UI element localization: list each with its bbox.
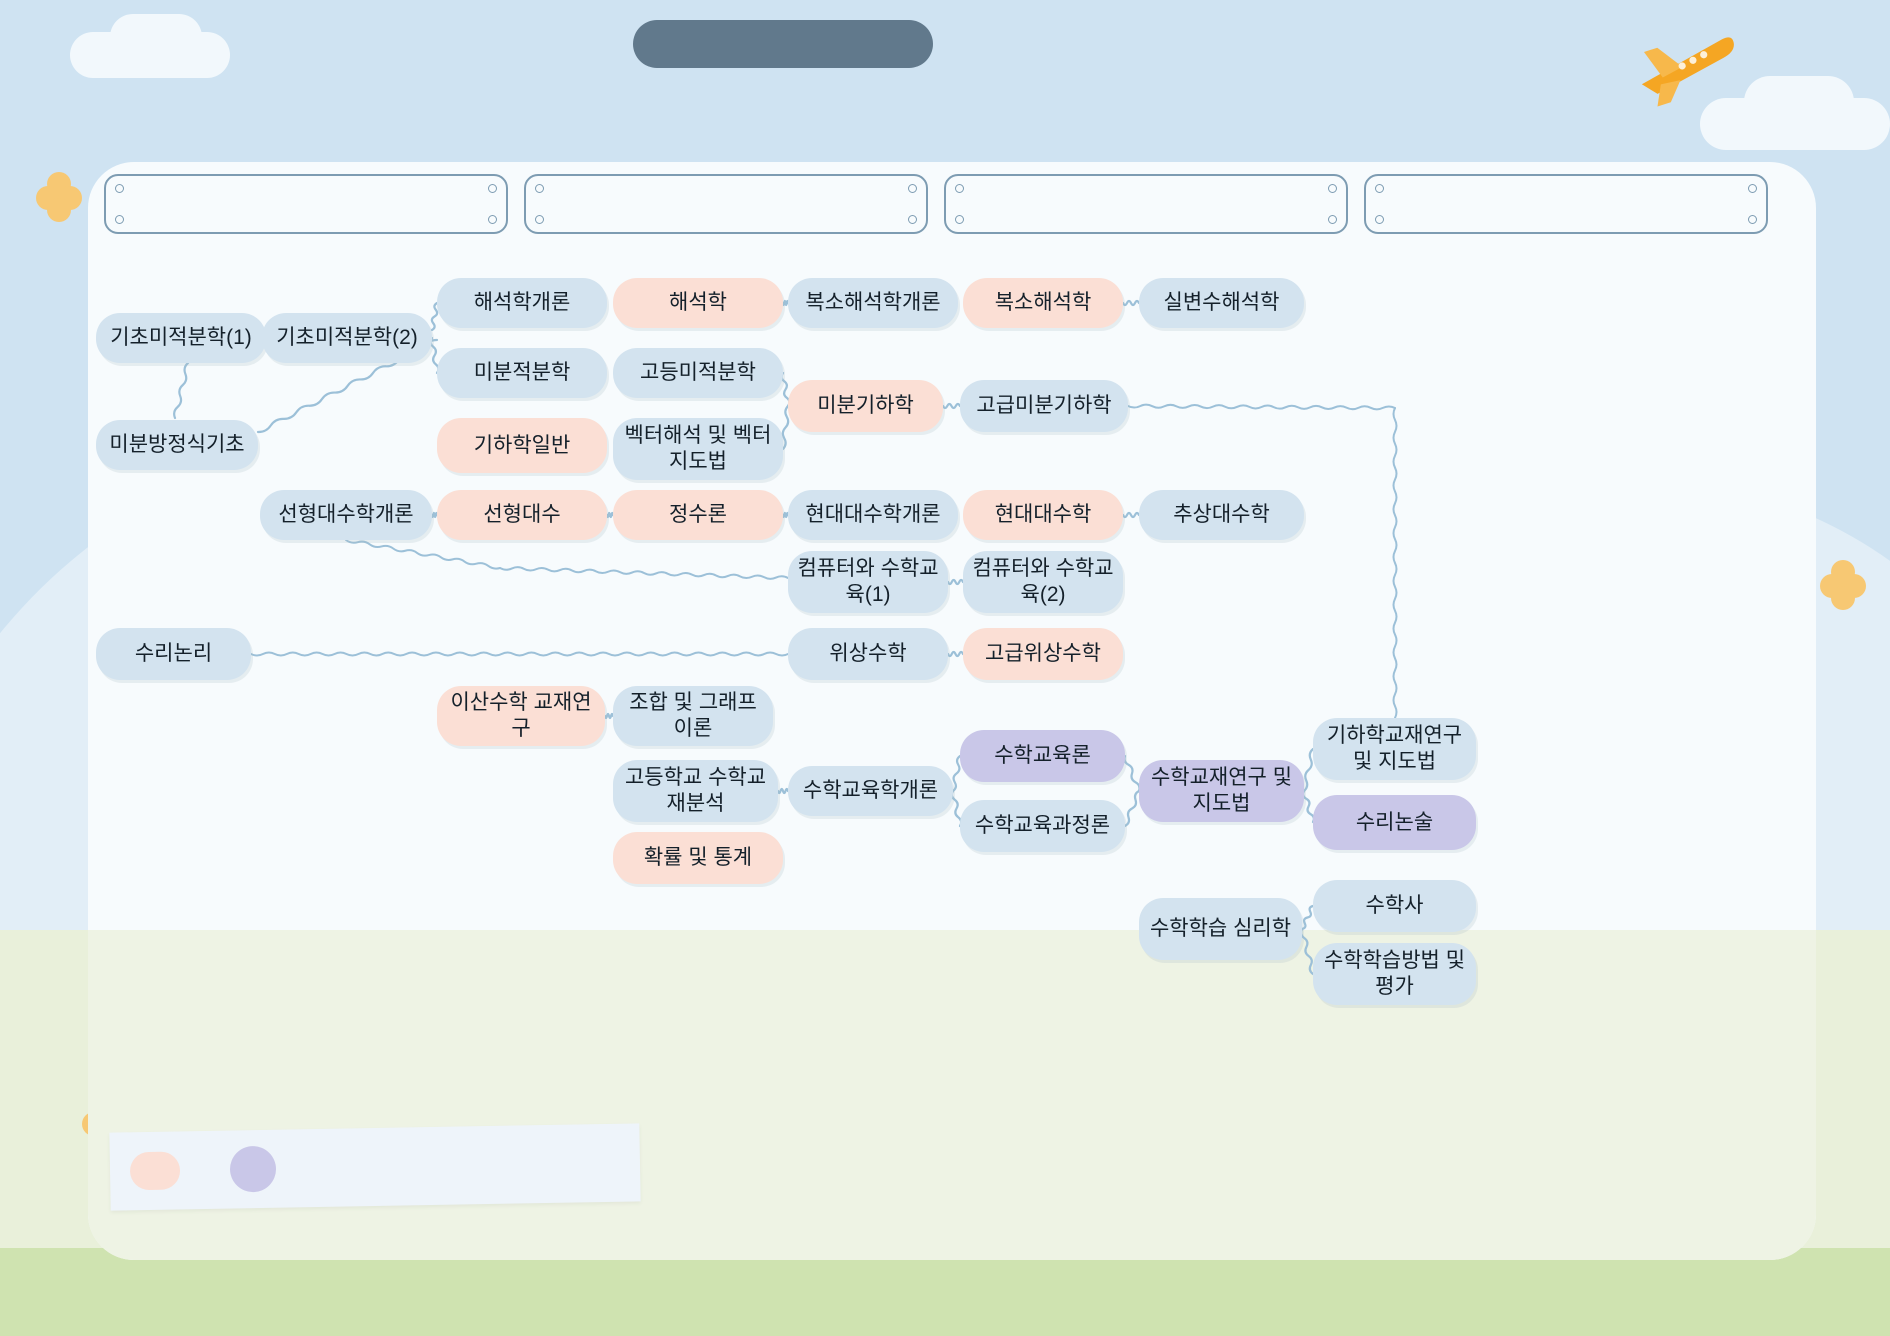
course-node-label: 수학사 (1365, 894, 1424, 918)
course-node-label: 실변수해석학 (1163, 291, 1280, 315)
course-node[interactable]: 선형대수 (437, 490, 607, 540)
course-node-label: 수학교재연구 및 지도법 (1150, 766, 1293, 815)
course-node-label: 수학학습방법 및 평가 (1323, 949, 1466, 998)
course-node[interactable]: 기초미적분학(1) (96, 313, 266, 363)
course-node[interactable]: 현대대수학개론 (788, 490, 958, 540)
course-node-label: 수리논술 (1355, 810, 1434, 834)
course-node[interactable]: 수학학습 심리학 (1139, 898, 1302, 960)
legend-swatch-major-basic (129, 1151, 181, 1191)
year-box-2 (524, 174, 928, 234)
course-node-label: 선형대수 (483, 503, 561, 527)
year-box-1 (104, 174, 508, 234)
course-node[interactable]: 수학교육학개론 (788, 766, 953, 816)
course-node-label: 복소해석학개론 (805, 291, 941, 315)
course-node-label: 고등학교 수학교재분석 (624, 766, 767, 815)
course-node[interactable]: 위상수학 (788, 628, 948, 680)
course-node-label: 고등미적분학 (640, 361, 756, 385)
course-node[interactable]: 수학사 (1313, 880, 1476, 932)
course-node-label: 기초미적분학(1) (110, 326, 252, 350)
course-node[interactable]: 해석학 (613, 278, 783, 328)
year-box-4 (1364, 174, 1768, 234)
course-node[interactable]: 고급위상수학 (963, 628, 1123, 680)
course-node[interactable]: 벡터해석 및 벡터지도법 (613, 418, 783, 480)
course-node[interactable]: 수학교육론 (960, 730, 1125, 782)
cloud-top-right-2 (1744, 76, 1854, 128)
cloud-top-left-2 (110, 14, 202, 60)
course-node[interactable]: 수학교육과정론 (960, 800, 1125, 852)
course-node[interactable]: 해석학개론 (437, 278, 607, 328)
course-node[interactable]: 컴퓨터와 수학교육(2) (963, 551, 1123, 613)
content-panel-grass (88, 930, 1816, 1260)
course-node-label: 해석학 (669, 291, 727, 315)
flower-right-mid (1820, 560, 1866, 610)
course-node-label: 미분적분학 (473, 361, 571, 385)
course-node[interactable]: 미분적분학 (437, 348, 607, 398)
course-node-label: 수학학습 심리학 (1149, 917, 1292, 941)
grass-foreground (0, 1248, 1890, 1336)
course-node[interactable]: 고등학교 수학교재분석 (613, 760, 778, 822)
course-node[interactable]: 확률 및 통계 (613, 832, 783, 884)
course-node-label: 벡터해석 및 벡터지도법 (624, 424, 772, 473)
course-node[interactable]: 현대대수학 (963, 490, 1123, 540)
year-box-3 (944, 174, 1348, 234)
course-node[interactable]: 실변수해석학 (1139, 278, 1304, 328)
course-node-label: 수학교육학개론 (802, 779, 939, 803)
course-node-label: 확률 및 통계 (643, 846, 753, 870)
course-node-label: 기하학교재연구 및 지도법 (1326, 724, 1463, 773)
course-node-label: 수학교육과정론 (974, 814, 1111, 838)
department-badge (633, 20, 933, 68)
course-node[interactable]: 기하학일반 (437, 418, 607, 473)
course-node[interactable]: 고급미분기하학 (960, 380, 1128, 432)
course-node[interactable]: 조합 및 그래프 이론 (613, 686, 773, 746)
course-node[interactable]: 이산수학 교재연구 (437, 686, 605, 746)
course-node-label: 수학교육론 (994, 744, 1091, 768)
legend-swatch-subject-education (229, 1145, 277, 1193)
course-node-label: 위상수학 (829, 642, 907, 666)
course-node-label: 복소해석학 (994, 291, 1092, 315)
course-node[interactable]: 미분기하학 (788, 380, 943, 432)
course-node[interactable]: 정수론 (613, 490, 783, 540)
course-node-label: 미분방정식기초 (109, 433, 245, 457)
course-node-label: 선형대수학개론 (278, 503, 414, 527)
course-node-label: 기하학일반 (473, 433, 571, 457)
course-node[interactable]: 수학교재연구 및 지도법 (1139, 760, 1304, 822)
course-node-label: 추상대수학 (1173, 503, 1270, 527)
course-node[interactable]: 추상대수학 (1139, 490, 1304, 540)
course-node-label: 컴퓨터와 수학교육(2) (972, 557, 1114, 606)
course-node[interactable]: 수학학습방법 및 평가 (1313, 943, 1476, 1005)
course-node[interactable]: 미분방정식기초 (96, 420, 258, 470)
course-node[interactable]: 수리논리 (96, 628, 251, 680)
course-node-label: 이산수학 교재연구 (450, 691, 592, 740)
legend-panel (109, 1123, 641, 1211)
course-node[interactable]: 기초미적분학(2) (262, 313, 432, 363)
course-node-label: 컴퓨터와 수학교육(1) (797, 557, 939, 606)
course-node[interactable]: 컴퓨터와 수학교육(1) (788, 551, 948, 613)
flower-left-top (36, 172, 82, 222)
course-node-label: 현대대수학개론 (805, 503, 941, 527)
course-node-label: 정수론 (669, 503, 727, 527)
course-node-label: 고급미분기하학 (976, 394, 1112, 418)
course-node[interactable]: 기하학교재연구 및 지도법 (1313, 718, 1476, 780)
course-node[interactable]: 수리논술 (1313, 795, 1476, 850)
course-node-label: 기초미적분학(2) (276, 326, 418, 350)
course-node-label: 해석학개론 (473, 291, 571, 315)
course-node-label: 현대대수학 (994, 503, 1092, 527)
course-node[interactable]: 복소해석학 (963, 278, 1123, 328)
course-node[interactable]: 선형대수학개론 (260, 490, 432, 540)
course-node[interactable]: 고등미적분학 (613, 348, 783, 398)
course-node-label: 조합 및 그래프 이론 (629, 691, 757, 740)
course-node-label: 고급위상수학 (985, 642, 1101, 666)
course-node-label: 수리논리 (134, 642, 213, 666)
course-node[interactable]: 복소해석학개론 (788, 278, 958, 328)
course-node-label: 미분기하학 (817, 394, 914, 418)
